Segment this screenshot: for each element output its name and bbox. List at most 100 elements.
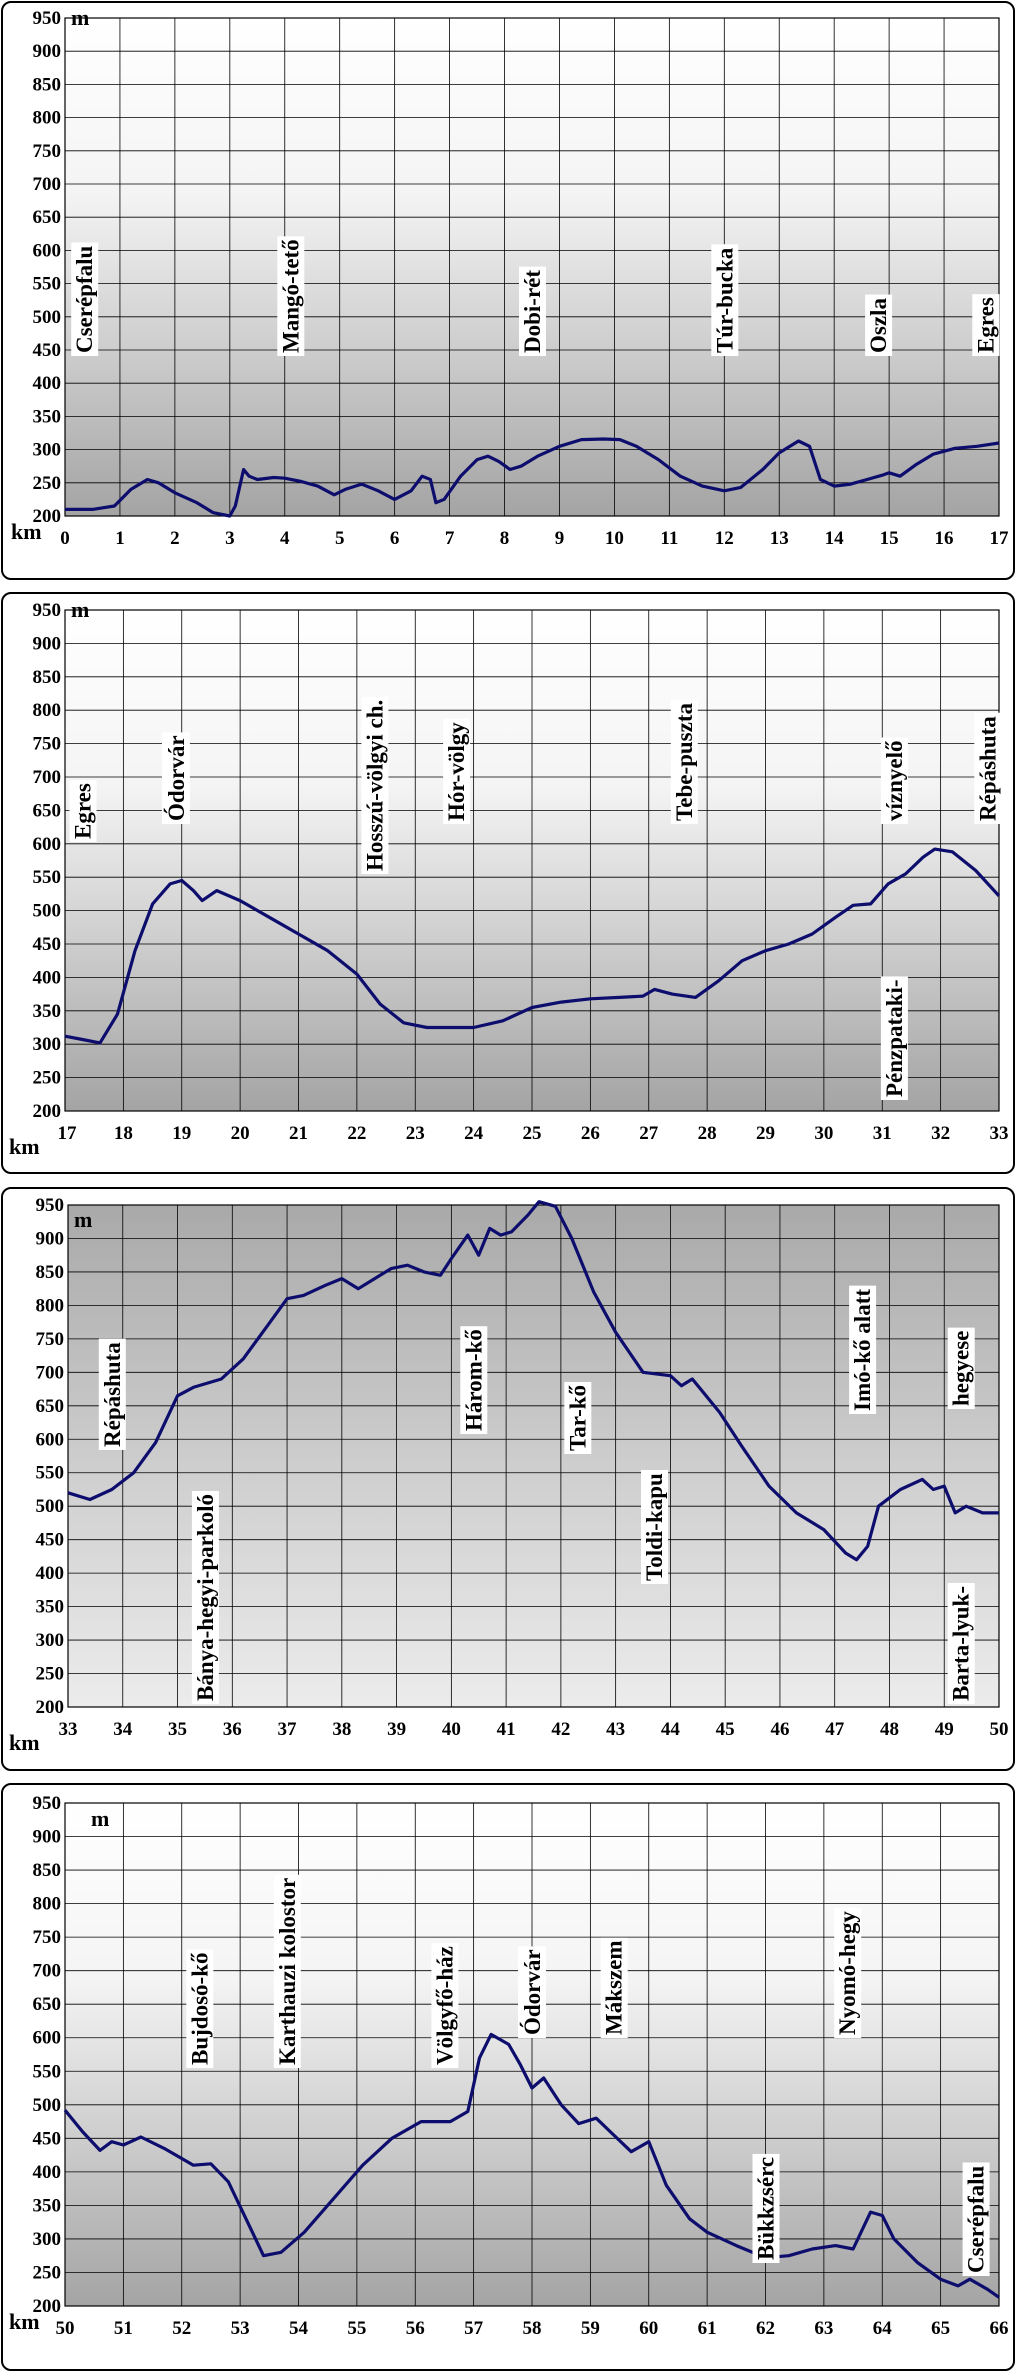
- x-tick-label: 23: [406, 1123, 425, 1144]
- place-label-background: [752, 2153, 780, 2263]
- y-tick-label: 450: [33, 2128, 62, 2149]
- x-tick-label: 34: [113, 1719, 133, 1740]
- place-label: Nyomó-hegy: [835, 1911, 860, 2035]
- y-tick-label: 850: [33, 667, 62, 688]
- place-label: Bánya-hegyi-parkoló: [193, 1494, 218, 1701]
- y-tick-label: 450: [36, 1530, 65, 1551]
- place-label-background: [273, 1874, 301, 2068]
- x-tick-label: 57: [464, 2318, 484, 2339]
- y-unit-label: m: [74, 1207, 92, 1232]
- x-tick-label: 3: [225, 528, 235, 549]
- plot-border: [67, 1204, 1000, 1708]
- place-label-background: [443, 718, 471, 824]
- place-label: Cserépfalu: [964, 2165, 989, 2273]
- place-label-background: [98, 1338, 126, 1450]
- place-label: Egres: [973, 297, 998, 353]
- elevation-chart-2: 200 250 300 350 400 450 500 550 600 650 700 750 800 8…: [9, 597, 1009, 1159]
- place-label: Bükkzsérc: [754, 2157, 779, 2260]
- place-label: Tar-kő: [565, 1385, 590, 1451]
- place-label: Ódorvár: [519, 1949, 545, 2035]
- x-tick-label: 37: [278, 1719, 298, 1740]
- x-unit-label: km: [9, 1730, 40, 1755]
- y-tick-label: 950: [36, 1195, 65, 1216]
- place-label-background: [834, 1907, 862, 2038]
- y-tick-label: 400: [36, 1563, 65, 1584]
- y-tick-label: 600: [33, 834, 62, 855]
- y-tick-label: 450: [33, 340, 62, 361]
- x-tick-label: 41: [497, 1719, 516, 1740]
- y-tick-label: 300: [33, 2229, 62, 2250]
- place-label: Mákszem: [602, 1940, 627, 2035]
- place-label-background: [564, 1381, 592, 1454]
- y-tick-label: 400: [33, 373, 62, 394]
- x-tick-label: 45: [716, 1719, 735, 1740]
- place-label-background: [972, 294, 1000, 356]
- x-tick-label: 18: [114, 1123, 133, 1144]
- x-tick-label: 47: [825, 1719, 845, 1740]
- y-tick-label: 850: [33, 74, 62, 95]
- place-label: Hosszú-völgyi ch.: [362, 700, 387, 871]
- y-tick-label: 250: [33, 473, 62, 494]
- y-tick-label: 500: [36, 1496, 65, 1517]
- x-tick-label: 58: [523, 2318, 542, 2339]
- x-tick-label: 30: [814, 1123, 833, 1144]
- x-tick-label: 33: [59, 1719, 78, 1740]
- y-tick-label: 550: [36, 1463, 65, 1484]
- y-tick-label: 550: [33, 2061, 62, 2082]
- place-label-background: [880, 737, 908, 824]
- y-tick-label: 500: [33, 2095, 62, 2116]
- elevation-chart-1: 2002503003504004505005506006507007508008…: [11, 5, 1009, 549]
- place-label-background: [71, 242, 99, 356]
- place-label: Oszla: [866, 298, 891, 353]
- x-tick-label: 33: [990, 1123, 1009, 1144]
- place-label-background: [670, 699, 698, 824]
- x-tick-label: 53: [231, 2318, 250, 2339]
- x-tick-label: 65: [931, 2318, 950, 2339]
- place-label: Egres: [71, 783, 96, 839]
- y-tick-label: 750: [33, 734, 62, 755]
- y-tick-label: 950: [33, 600, 62, 621]
- place-label-background: [518, 1946, 546, 2038]
- x-tick-label: 14: [825, 528, 845, 549]
- profile-panel-4: 200 250 300 350 400 450 500 550 600 650 700 750 800 8…: [1, 1783, 1015, 2371]
- y-tick-label: 800: [36, 1295, 65, 1316]
- x-tick-label: 49: [935, 1719, 954, 1740]
- place-label: Bujdosó-kő: [187, 1953, 212, 2065]
- x-tick-label: 19: [172, 1123, 191, 1144]
- x-tick-label: 50: [990, 1719, 1009, 1740]
- elevation-series-line: [65, 437, 1000, 518]
- x-tick-label: 46: [770, 1719, 789, 1740]
- y-tick-label: 700: [36, 1362, 65, 1383]
- y-tick-label: 600: [33, 240, 62, 261]
- place-label-background: [361, 696, 389, 874]
- x-tick-label: 15: [880, 528, 899, 549]
- plot-border: [64, 1802, 1000, 2307]
- place-label: Toldi-kapu: [642, 1473, 667, 1581]
- place-label: Mangó-tető: [278, 239, 303, 353]
- place-label: Hór-völgy: [444, 722, 469, 821]
- place-label: Dobi-rét: [520, 270, 545, 353]
- plot-border: [64, 17, 1000, 517]
- y-tick-label: 700: [33, 767, 62, 788]
- x-unit-label: km: [9, 2309, 40, 2334]
- y-tick-label: 500: [33, 307, 62, 328]
- y-tick-label: 800: [33, 700, 62, 721]
- x-tick-label: 44: [661, 1719, 681, 1740]
- y-tick-label: 200: [33, 1101, 62, 1122]
- place-label: Barta-lyuk-: [949, 1586, 974, 1701]
- place-label-background: [277, 236, 305, 356]
- place-label-background: [711, 244, 739, 356]
- y-tick-label: 300: [33, 1034, 62, 1055]
- place-label-background: [880, 976, 908, 1100]
- place-label: Karthauzi kolostor: [275, 1878, 300, 2065]
- x-unit-label: km: [11, 519, 42, 544]
- elevation-chart-4: 200 250 300 350 400 450 500 550 600 650 700 750 800 8…: [9, 1793, 1009, 2339]
- x-tick-label: 8: [500, 528, 510, 549]
- x-tick-label: 26: [581, 1123, 600, 1144]
- y-tick-label: 900: [36, 1228, 65, 1249]
- x-tick-label: 62: [756, 2318, 775, 2339]
- y-tick-label: 600: [33, 2028, 62, 2049]
- y-tick-label: 700: [33, 174, 62, 195]
- y-tick-label: 900: [33, 633, 62, 654]
- place-label: Völgyfő-ház: [432, 1946, 457, 2065]
